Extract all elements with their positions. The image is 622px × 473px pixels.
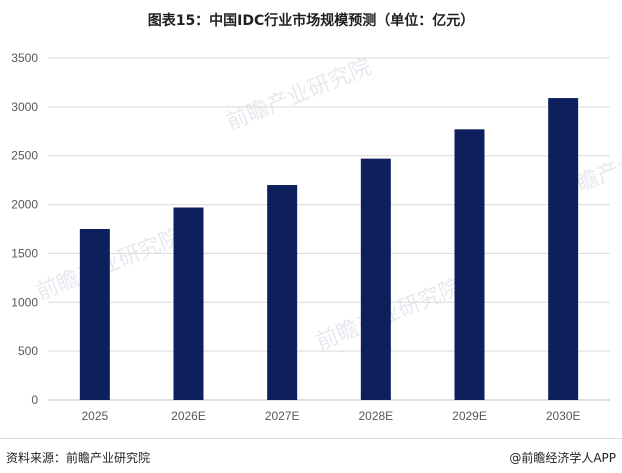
y-tick-label: 0 <box>31 393 38 407</box>
y-tick-labels: 0 500 1000 1500 2000 2500 3000 3500 <box>11 51 38 407</box>
y-tick-label: 2500 <box>11 149 38 163</box>
bar <box>79 229 110 400</box>
y-tick-label: 3000 <box>11 100 38 114</box>
brand-label[interactable]: @前瞻经济学人APP <box>509 451 616 465</box>
bar <box>454 129 485 400</box>
x-tick-label: 2027E <box>265 409 300 423</box>
source-note: 资料来源：前瞻产业研究院 <box>6 451 151 465</box>
chart-title: 图表15：中国IDC行业市场规模预测（单位：亿元） <box>147 13 475 29</box>
bar <box>173 207 204 400</box>
bar <box>548 98 579 400</box>
y-tick-label: 500 <box>18 344 38 358</box>
y-tick-label: 1500 <box>11 246 38 260</box>
y-tick-label: 1000 <box>11 295 38 309</box>
x-tick-label: 2028E <box>358 409 393 423</box>
watermark-layer: 前瞻产业研究院前瞻产业研究院前瞻产业研究院前瞻产业研究院 <box>33 55 622 356</box>
gridlines <box>48 57 610 401</box>
x-tick-label: 2030E <box>546 409 581 423</box>
y-tick-label: 3500 <box>11 51 38 65</box>
bars <box>79 98 579 400</box>
x-tick-label: 2026E <box>171 409 206 423</box>
bar <box>267 185 298 400</box>
watermark-text: 前瞻产业研究院 <box>223 55 375 136</box>
y-tick-label: 2000 <box>11 198 38 212</box>
bar <box>360 158 391 400</box>
x-tick-label: 2029E <box>452 409 487 423</box>
footer: 资料来源：前瞻产业研究院 @前瞻经济学人APP <box>0 438 622 473</box>
x-tick-label: 2025 <box>81 409 108 423</box>
x-tick-labels: 2025 2026E 2027E 2028E 2029E 2030E <box>81 409 580 423</box>
